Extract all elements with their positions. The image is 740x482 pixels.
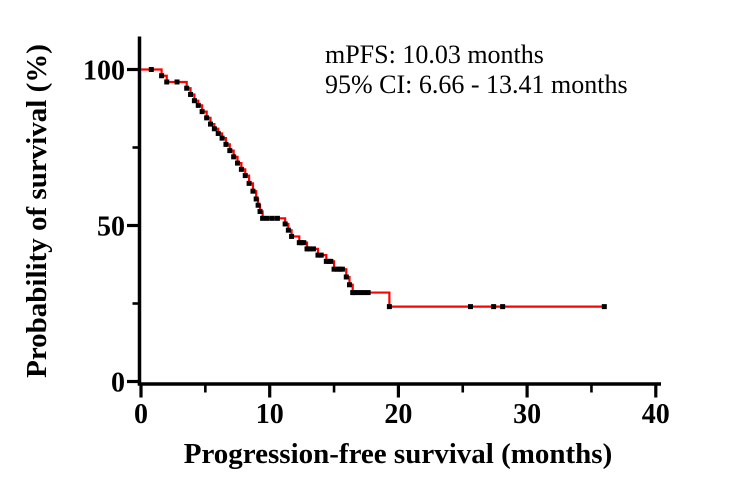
event-mark: [242, 173, 248, 179]
event-mark: [184, 85, 190, 91]
event-mark: [159, 73, 165, 79]
censor-mark: [500, 304, 506, 310]
x-tick-label: 30: [513, 399, 541, 430]
censor-mark: [601, 304, 607, 310]
event-mark: [343, 274, 349, 280]
censor-mark: [301, 240, 307, 246]
event-mark: [188, 91, 194, 97]
y-tick-label: 0: [111, 368, 125, 399]
event-mark: [204, 115, 210, 121]
censor-mark: [310, 246, 316, 252]
censor-mark: [307, 246, 313, 252]
event-mark: [285, 227, 291, 233]
censor-mark: [361, 290, 367, 296]
event-mark: [223, 141, 229, 147]
event-mark: [250, 188, 256, 194]
censor-mark: [365, 290, 371, 296]
x-tick-label: 10: [256, 399, 284, 430]
event-mark: [323, 258, 329, 264]
survival-curve: [141, 68, 605, 308]
event-mark: [282, 221, 288, 227]
event-mark: [211, 126, 217, 132]
event-mark: [219, 135, 225, 141]
event-mark: [260, 215, 266, 221]
event-mark: [231, 154, 237, 160]
censor-mark: [334, 266, 340, 272]
censor-mark: [339, 266, 345, 272]
event-mark: [289, 233, 295, 239]
x-tick-label: 40: [642, 399, 670, 430]
x-tick-label: 0: [134, 399, 148, 430]
censor-mark: [264, 215, 270, 221]
censor-mark: [328, 258, 334, 264]
censor-mark: [467, 304, 473, 310]
event-mark: [238, 166, 244, 172]
censor-mark: [491, 304, 497, 310]
event-mark: [257, 208, 263, 214]
x-tick-label: 20: [384, 399, 412, 430]
y-axis-title: Probability of survival (%): [21, 44, 53, 378]
axis-tick-labels: 0 50 100 0 10 20 30 40: [83, 56, 670, 431]
event-mark: [255, 202, 261, 208]
censor-mark: [352, 290, 358, 296]
event-mark: [304, 246, 310, 252]
survival-curve-layer: [141, 67, 607, 310]
censor-mark: [148, 67, 154, 72]
censor-mark: [318, 252, 324, 258]
confidence-interval-annotation: 95% CI: 6.66 - 13.41 months: [325, 70, 628, 99]
event-mark: [227, 148, 233, 154]
event-mark: [191, 98, 197, 104]
event-mark: [207, 121, 213, 127]
censor-mark: [274, 215, 280, 221]
event-mark: [215, 130, 221, 136]
y-tick-label: 50: [97, 212, 125, 243]
event-mark: [199, 109, 205, 115]
censor-mark: [337, 266, 343, 272]
axis-ticks: [127, 67, 658, 398]
event-mark: [386, 304, 392, 310]
event-mark: [164, 79, 170, 85]
censor-mark: [174, 79, 180, 85]
event-mark: [253, 196, 259, 202]
event-mark: [315, 252, 321, 258]
x-axis-title: Progression-free survival (months): [184, 438, 613, 470]
censor-mark: [356, 290, 362, 296]
event-mark: [195, 102, 201, 108]
event-mark: [235, 160, 241, 166]
y-tick-label: 100: [83, 56, 125, 87]
event-mark: [246, 180, 252, 186]
event-mark: [346, 282, 352, 288]
event-mark: [331, 266, 337, 272]
censor-mark: [269, 215, 275, 221]
censor-mark: [298, 240, 304, 246]
median-pfs-annotation: mPFS: 10.03 months: [325, 40, 544, 69]
